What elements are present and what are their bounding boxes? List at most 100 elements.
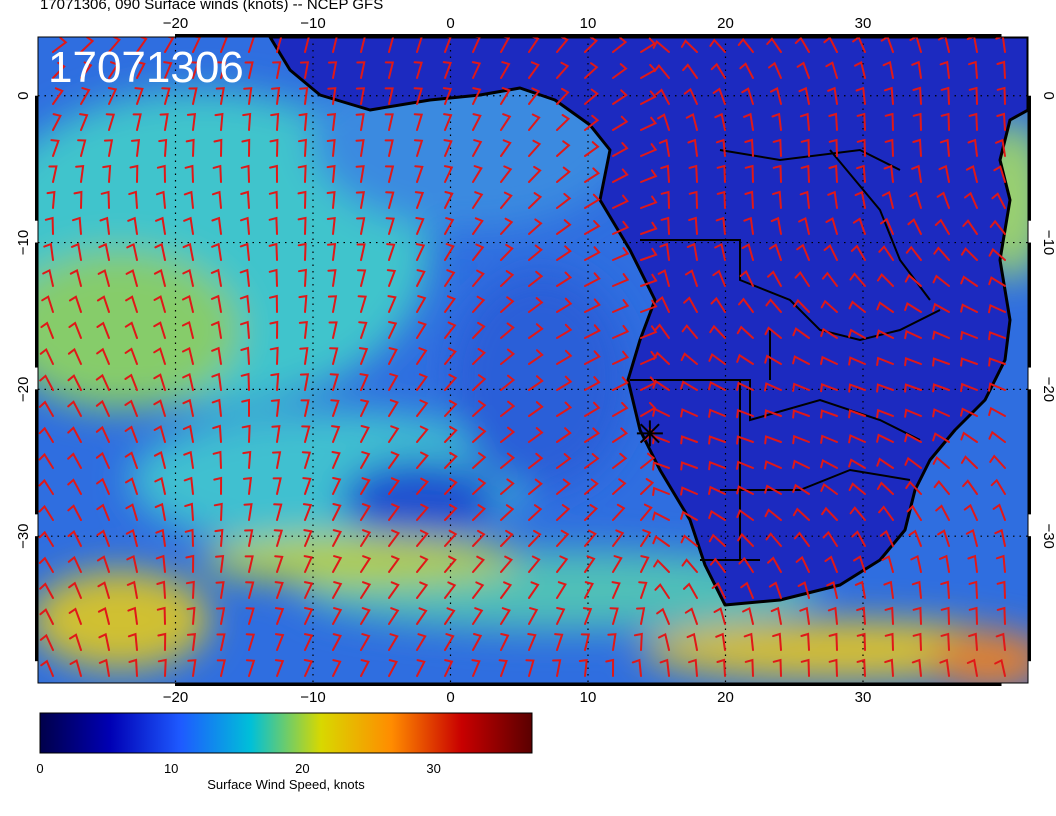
wind-barb	[70, 242, 82, 261]
wind-barb	[331, 425, 341, 443]
wind-barb	[584, 114, 600, 131]
wind-barb	[713, 607, 726, 625]
wind-barb	[682, 63, 698, 79]
wind-barb	[39, 608, 54, 625]
wind-barb	[795, 555, 810, 573]
wind-barb	[416, 425, 429, 443]
wind-barb	[820, 459, 838, 469]
wind-barb	[416, 529, 429, 547]
wind-barb	[245, 581, 255, 599]
wind-barb	[38, 478, 54, 495]
wind-barb	[444, 399, 458, 417]
wind-barb	[884, 632, 894, 651]
wind-barb	[988, 430, 1006, 443]
wind-barb	[932, 274, 950, 287]
wind-barb	[41, 295, 54, 313]
wind-barb	[186, 112, 197, 131]
wind-barb	[80, 37, 95, 53]
wind-barb	[800, 164, 810, 183]
wind-barb	[416, 581, 429, 599]
wind-barb	[388, 477, 400, 495]
wind-barb	[297, 242, 307, 261]
wind-barb	[584, 88, 599, 105]
wind-barb	[660, 164, 670, 183]
wind-barb	[472, 217, 484, 235]
wind-barb	[965, 529, 978, 547]
wind-barb	[736, 408, 754, 419]
wind-barb	[471, 61, 482, 79]
wind-barb	[939, 138, 950, 157]
wind-barb	[416, 607, 428, 625]
wind-barb	[792, 355, 810, 365]
map-area[interactable]: 17071306	[0, 36, 1050, 690]
wind-barb	[500, 374, 516, 391]
wind-barb	[42, 268, 54, 287]
wind-barb	[528, 504, 543, 521]
wind-barb	[854, 61, 866, 79]
wind-barb	[584, 478, 599, 495]
wind-barb	[988, 406, 1006, 417]
wind-barb	[528, 61, 540, 79]
wind-barb	[764, 354, 782, 365]
wind-barb	[360, 451, 371, 469]
wind-barb	[772, 138, 782, 157]
wind-barb	[210, 268, 222, 287]
wind-barb	[960, 455, 978, 469]
wind-barb	[240, 216, 250, 235]
wind-barb	[241, 424, 251, 443]
wind-barb	[988, 357, 1006, 367]
map-title: 17071306, 090 Surface winds (knots) -- N…	[40, 0, 384, 13]
wind-barb	[612, 89, 628, 105]
location-marker-asterisk	[636, 420, 663, 447]
wind-barb	[584, 167, 601, 183]
wind-barb	[97, 607, 110, 625]
wind-barb	[443, 37, 452, 53]
wind-barb	[388, 659, 398, 677]
wind-barb	[612, 142, 629, 157]
wind-barb	[303, 555, 313, 573]
wind-barb	[329, 347, 339, 365]
wind-barb	[96, 477, 110, 495]
wind-barb	[211, 242, 222, 261]
wind-barb	[52, 113, 62, 131]
wind-barb	[876, 481, 894, 495]
wind-barb	[242, 476, 253, 495]
wind-barb	[714, 112, 726, 131]
wind-barb	[413, 87, 423, 105]
wind-barb	[584, 350, 601, 365]
wind-barb	[240, 320, 250, 339]
wind-barb	[556, 87, 570, 105]
wind-barb	[414, 165, 424, 183]
wind-barb	[182, 398, 194, 417]
wind-barb	[211, 346, 222, 365]
wind-barb	[164, 37, 175, 53]
axis-tick-bar	[35, 95, 38, 221]
wind-barb	[472, 243, 485, 261]
wind-barb	[584, 427, 601, 443]
colorbar-tick-label: 0	[36, 761, 43, 776]
longitude-tick-label: −10	[300, 689, 325, 706]
wind-barb	[528, 607, 539, 625]
wind-barb	[827, 190, 838, 209]
wind-barb	[416, 269, 426, 287]
wind-barb	[360, 659, 370, 677]
wind-barb	[183, 450, 194, 469]
wind-barb	[500, 217, 514, 235]
wind-barb	[584, 37, 598, 53]
wind-barb	[471, 659, 481, 677]
wind-barb	[214, 528, 224, 547]
wind-barb	[500, 139, 512, 157]
wind-barb	[940, 632, 950, 651]
wind-barb	[612, 37, 628, 53]
map-timestamp-stamp: 17071306	[48, 43, 244, 92]
wind-barb	[40, 321, 54, 339]
wind-barb	[640, 247, 658, 261]
wind-barb	[736, 485, 754, 495]
wind-barb	[213, 502, 223, 521]
wind-barb	[736, 435, 754, 445]
wind-barb	[772, 632, 782, 651]
wind-barb	[640, 90, 657, 105]
wind-barb	[38, 504, 54, 521]
wind-barb	[385, 217, 395, 235]
wind-barb	[938, 554, 950, 573]
